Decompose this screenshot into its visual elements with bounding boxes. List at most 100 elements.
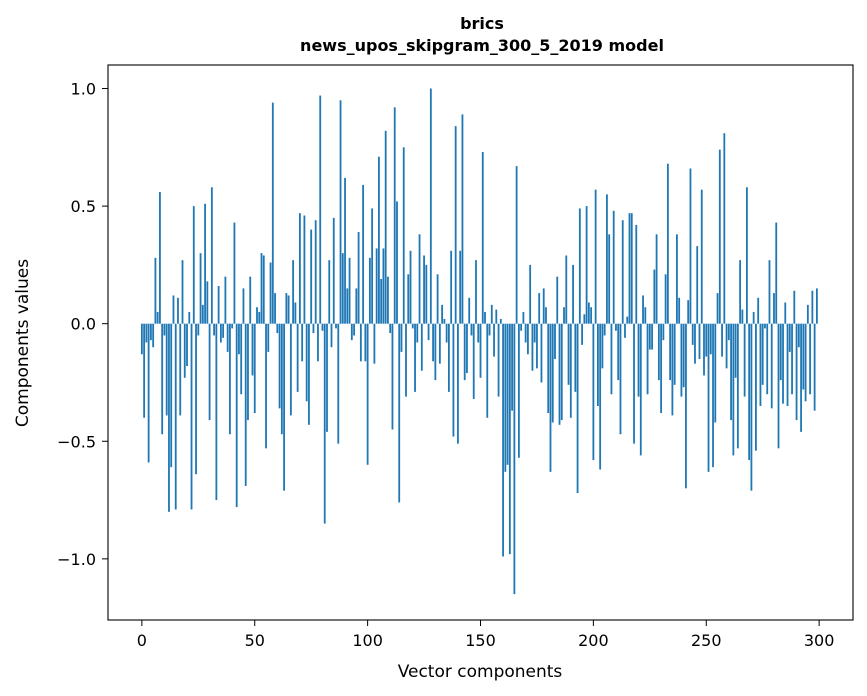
bar [179,323,182,416]
bar [317,323,319,362]
bar [238,323,240,355]
bar [466,323,468,374]
bar [229,323,231,435]
bar [549,323,552,472]
bar [278,323,281,409]
bar [375,248,378,324]
bar [391,323,394,430]
bar [572,264,574,324]
bar [463,323,466,381]
bar [280,323,283,435]
bar [183,323,186,378]
bar [423,255,425,324]
bar [682,323,685,388]
bar [696,246,699,324]
bar [436,274,439,324]
bar [174,323,177,510]
bar [666,163,669,324]
bar [168,323,170,512]
bar [481,152,484,324]
bar [477,323,480,343]
bar [635,224,638,324]
y-tick-label: −1.0 [57,550,96,569]
bar [590,307,593,324]
bar [346,288,349,324]
bar [554,323,556,359]
bar [621,220,624,324]
bar [601,323,604,369]
x-axis-label: Vector components [398,662,563,682]
bar [414,323,416,392]
bar [149,323,152,341]
bar [323,323,326,524]
bar [312,323,315,334]
bar [165,323,168,416]
bar [698,323,701,359]
bar [770,323,773,409]
bar [271,102,274,324]
bar [718,149,721,324]
bar [384,130,387,324]
bar [563,307,565,324]
bar [529,264,532,324]
bar [689,168,692,324]
bar [743,323,746,397]
bar [490,304,493,324]
bar [813,323,816,411]
bar [201,304,204,324]
bar [161,323,164,435]
bar-series [140,88,818,595]
bar [344,177,346,324]
x-tick-label: 300 [804,631,835,650]
bar [795,323,798,421]
bar [265,323,267,449]
bar [371,208,374,324]
bar [630,213,633,324]
x-tick-label: 100 [352,631,383,650]
bar [585,206,588,324]
x-tick-label: 150 [465,631,496,650]
bar [409,250,412,324]
bar [208,323,211,421]
bar [750,323,753,491]
bar [380,279,383,324]
bar [447,323,450,392]
bar [624,323,626,338]
bar [757,297,760,324]
bar [578,208,581,324]
bar [809,323,812,395]
bar [493,323,495,357]
bar [497,323,500,397]
bar [416,323,419,343]
bar [619,323,622,435]
bar [734,323,737,378]
bar [748,323,751,461]
bar [457,323,459,444]
y-axis-label: Components values [13,259,33,427]
bar [396,201,398,324]
bar [741,309,744,324]
bar [204,203,206,324]
bar [258,311,261,324]
bar [159,191,161,324]
bar [321,323,324,331]
bar [815,288,818,324]
bar [664,274,667,324]
bar [511,323,514,411]
bar [145,323,148,343]
bar [305,323,308,402]
bar [287,295,290,324]
bar [339,100,342,324]
bar [393,107,396,324]
bar [488,323,491,336]
bar [484,311,486,324]
bar [247,323,249,421]
x-axis-ticks: 0 50 100 150 200 250 300 [137,620,835,650]
bar [330,323,333,348]
bar [197,323,200,336]
bar [732,323,735,456]
chart-title-line2: news_upos_skipgram_300_5_2019 model [300,36,664,55]
bar [253,323,256,414]
bar [472,323,475,399]
bar [727,323,730,341]
